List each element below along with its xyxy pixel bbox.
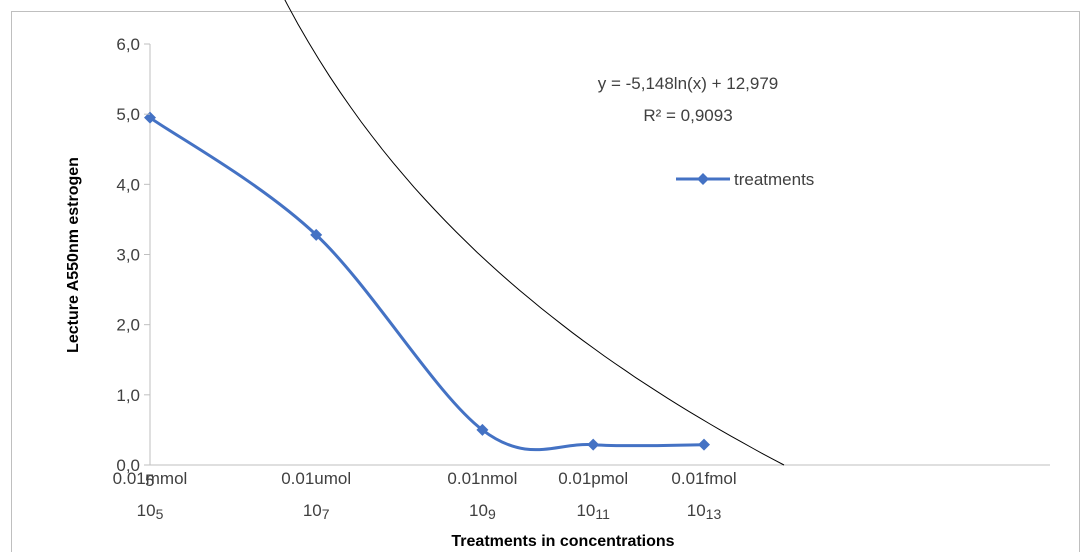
x-tick-label: 0.01umol	[281, 469, 351, 488]
data-point-marker	[144, 111, 156, 124]
y-tick-label: 0,0	[116, 456, 140, 475]
x-tick-exponent-label: 1013	[687, 501, 722, 522]
x-tick-labels: 0.01mmol 105 0.01umol 107 0.01nmol 109 0.01pmo…	[113, 469, 737, 522]
trendline-equation: y = -5,148ln(x) + 12,979	[598, 74, 779, 93]
y-tick-label: 4,0	[116, 175, 140, 194]
y-axis-title: Lecture A550nm estrogen	[65, 157, 82, 353]
x-origin-label: 5	[145, 471, 154, 490]
x-tick-exponent-label: 105	[137, 501, 164, 522]
x-tick-label: 0.01mmol	[113, 469, 188, 488]
y-tick-label: 2,0	[116, 316, 140, 335]
x-tick-label: 0.01nmol	[447, 469, 517, 488]
y-tick-labels: 0,0 1,0 2,0 3,0 4,0 5,0 6,0	[116, 35, 150, 475]
data-point-marker	[587, 438, 600, 451]
data-point-marker	[310, 228, 323, 241]
series-line-treatments	[149, 116, 705, 452]
legend-marker	[697, 173, 709, 185]
trendline-layer	[284, 0, 785, 466]
trendline	[284, 0, 785, 466]
x-tick-exponent-label: 1011	[576, 501, 610, 522]
data-point-marker	[698, 438, 710, 451]
y-tick-label: 5,0	[116, 105, 140, 124]
x-tick-label: 0.01fmol	[671, 469, 736, 488]
trendline-r-squared: R² = 0,9093	[643, 106, 732, 125]
y-tick-label: 3,0	[116, 246, 140, 265]
x-tick-label: 0.01pmol	[558, 469, 628, 488]
data-point-marker	[476, 423, 489, 436]
series-layer	[144, 111, 710, 452]
legend-label: treatments	[734, 170, 814, 189]
chart-frame	[11, 11, 1080, 552]
legend: treatments	[676, 170, 814, 189]
y-tick-label: 1,0	[116, 386, 140, 405]
x-axis-title: Treatments in concentrations	[451, 533, 674, 550]
y-tick-label: 6,0	[116, 35, 140, 54]
x-tick-exponent-label: 109	[469, 501, 496, 522]
x-tick-exponent-label: 107	[303, 501, 330, 522]
